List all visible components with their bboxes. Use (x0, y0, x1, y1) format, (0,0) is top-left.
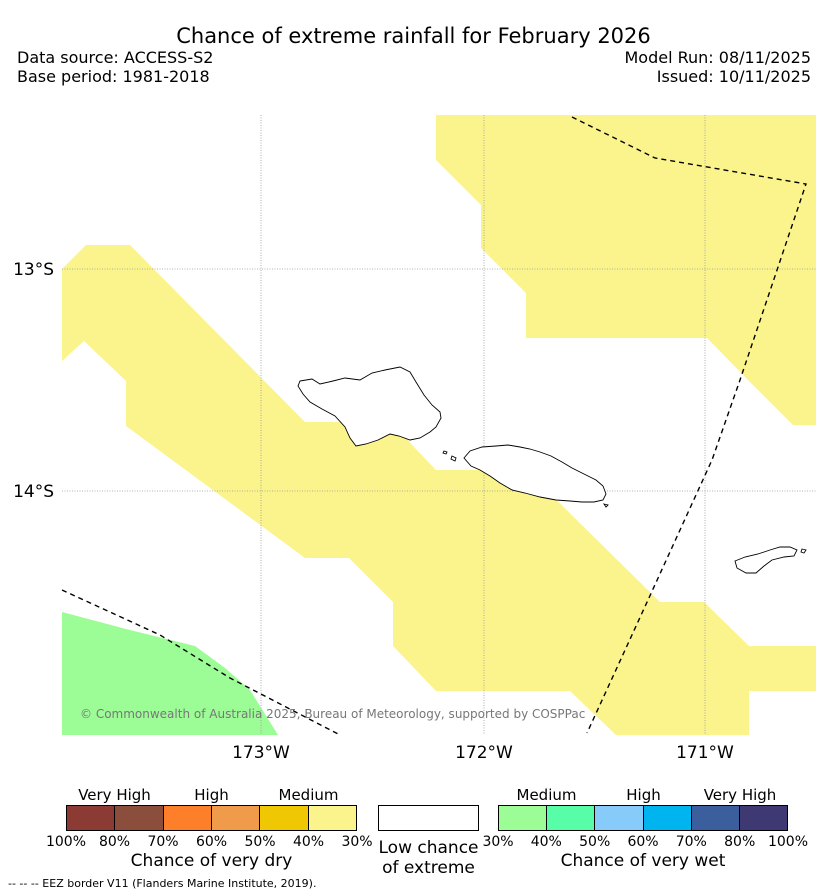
dry-tick-2: 70% (147, 834, 179, 850)
island-manono (450, 455, 457, 462)
dry-tick-0: 100% (45, 834, 87, 850)
issued-label: Issued: 10/11/2025 (656, 67, 811, 86)
wet-tick-6: 100% (767, 834, 809, 850)
dry-tick-3: 60% (195, 834, 228, 850)
map-title: Chance of extreme rainfall for February … (176, 24, 651, 48)
wet-tick-5: 80% (724, 834, 756, 850)
header-left: Data source: ACCESS-S2 Base period: 1981… (17, 48, 213, 86)
eez-footnote: -- -- -- EEZ border V11 (Flanders Marine… (8, 877, 317, 890)
map-gridlines (62, 115, 816, 735)
legend-dry-title: Chance of very dry (130, 851, 293, 871)
lon-label-172w: 172°W (455, 743, 513, 763)
dry-swatch-4 (211, 806, 261, 830)
wet-swatch-5 (691, 806, 740, 830)
dry-swatch-6 (308, 806, 356, 830)
wet-swatch-3 (595, 806, 644, 830)
low-chance-title-line1: Low chance (378, 838, 479, 858)
legend-wet-title: Chance of very wet (560, 851, 726, 871)
island-small-upolu-tip (602, 503, 609, 508)
dry-region-diagonal-band (62, 245, 816, 735)
eez-border-east (571, 116, 807, 734)
dry-swatch-5 (260, 806, 309, 830)
dry-tick-1: 80% (98, 834, 131, 850)
lat-label-14s: 14°S (13, 482, 54, 502)
dry-tick-5: 40% (292, 834, 325, 850)
wet-swatch-4 (643, 806, 692, 830)
wet-tick-3: 60% (627, 834, 659, 850)
dry-tick-4: 50% (244, 834, 276, 850)
eez-border-southwest (61, 589, 341, 736)
legend-wet-colorbar (498, 805, 788, 831)
island-aunuu (800, 548, 807, 554)
low-chance-title-line2: of extreme (382, 858, 475, 878)
legend-dry-colorbar (66, 805, 357, 831)
header-right: Model Run: 08/11/2025 Issued: 10/11/2025 (625, 48, 812, 86)
island-outlines (297, 366, 807, 574)
island-savaii (297, 366, 442, 447)
dry-tick-6: 30% (341, 834, 373, 850)
lon-label-171w: 171°W (676, 743, 734, 763)
data-source-label: Data source: ACCESS-S2 (17, 48, 214, 67)
eez-borders (61, 116, 807, 736)
legend-wet: Medium High Very High 30% 40% 50% 60% 70… (482, 786, 808, 876)
wet-swatch-6 (739, 806, 788, 830)
legend-dry-heading-medium: Medium (278, 786, 339, 804)
dry-swatch-3 (163, 806, 212, 830)
dry-region-northeast (436, 115, 816, 425)
legend-wet-heading-high: High (626, 786, 661, 804)
model-run-label: Model Run: 08/11/2025 (624, 48, 812, 67)
base-period-label: Base period: 1981-2018 (17, 67, 210, 86)
wet-region-southwest (62, 612, 278, 735)
dry-swatch-1 (67, 806, 116, 830)
island-tutuila (734, 546, 798, 574)
wet-tick-4: 70% (675, 834, 707, 850)
wet-tick-0: 30% (482, 834, 514, 850)
dry-medium-regions (62, 115, 816, 735)
island-apolima (442, 450, 448, 455)
legend-dry-heading-very-high: Very High (78, 786, 151, 804)
legend-wet-heading-medium: Medium (516, 786, 577, 804)
lat-label-13s: 13°S (13, 260, 54, 280)
island-upolu (463, 444, 607, 503)
legend-low-chance: Low chance of extreme (378, 805, 479, 885)
legend-wet-heading-very-high: Very High (703, 786, 777, 804)
low-chance-swatch (378, 805, 479, 831)
wet-swatch-2 (547, 806, 596, 830)
map-credit: © Commonwealth of Australia 2025, Bureau… (80, 707, 585, 721)
wet-tick-1: 40% (530, 834, 562, 850)
wet-tick-2: 50% (579, 834, 611, 850)
lon-label-173w: 173°W (232, 743, 290, 763)
wet-swatch-1 (499, 806, 548, 830)
dry-swatch-2 (115, 806, 164, 830)
legend-dry: Very High High Medium 100% 80% 70% 60% 5… (46, 786, 373, 876)
legend-dry-heading-high: High (194, 786, 229, 804)
